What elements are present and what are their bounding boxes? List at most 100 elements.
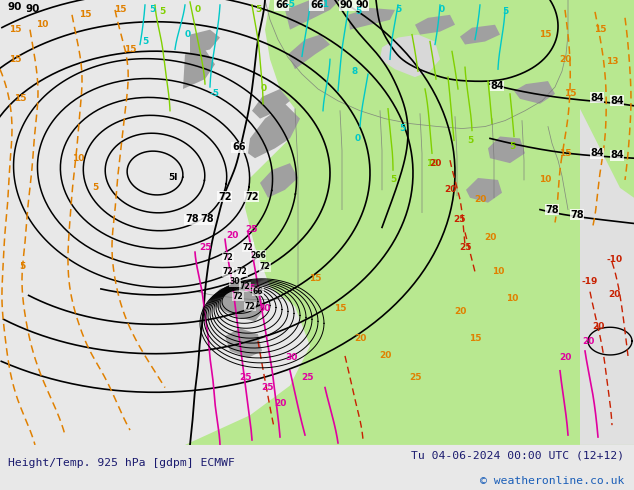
Text: 5: 5 — [467, 136, 473, 145]
Text: 72: 72 — [236, 268, 247, 276]
Text: 5: 5 — [390, 175, 396, 184]
Polygon shape — [185, 0, 634, 445]
Text: 25: 25 — [239, 373, 251, 382]
Text: 72: 72 — [245, 192, 259, 202]
Text: 15: 15 — [469, 334, 481, 343]
Text: 0: 0 — [195, 5, 201, 14]
Polygon shape — [460, 24, 500, 45]
Text: 20: 20 — [474, 195, 486, 204]
Text: 72: 72 — [245, 302, 256, 311]
Polygon shape — [210, 285, 265, 321]
Text: 66: 66 — [275, 0, 288, 10]
Text: 25: 25 — [459, 243, 471, 252]
Text: 5: 5 — [142, 37, 148, 46]
Polygon shape — [488, 136, 525, 163]
Text: 10: 10 — [36, 20, 48, 29]
Text: 90: 90 — [25, 4, 39, 14]
Text: 30: 30 — [286, 353, 298, 363]
Polygon shape — [252, 89, 290, 119]
Text: 25: 25 — [198, 243, 211, 252]
Text: 10: 10 — [492, 268, 504, 276]
Text: 0: 0 — [261, 84, 267, 94]
Text: 10: 10 — [506, 294, 518, 303]
Text: 15: 15 — [113, 5, 126, 14]
Text: 15: 15 — [564, 90, 576, 98]
Text: 20: 20 — [354, 334, 366, 343]
Text: 5: 5 — [159, 7, 165, 16]
Text: 15: 15 — [9, 55, 22, 64]
Text: 78: 78 — [185, 215, 198, 224]
Text: 20: 20 — [429, 159, 441, 168]
Text: 5: 5 — [355, 7, 361, 16]
Text: 5: 5 — [399, 124, 405, 133]
Text: 5: 5 — [19, 263, 25, 271]
Text: 72: 72 — [260, 263, 270, 271]
Text: 25: 25 — [262, 383, 275, 392]
Text: 20: 20 — [592, 322, 604, 331]
Polygon shape — [466, 178, 502, 203]
Text: 66: 66 — [232, 142, 245, 152]
Text: 0: 0 — [355, 134, 361, 143]
Text: 72: 72 — [223, 252, 233, 262]
Polygon shape — [415, 15, 455, 35]
Text: 30: 30 — [230, 277, 240, 286]
Text: 15: 15 — [309, 274, 321, 283]
Polygon shape — [285, 0, 340, 30]
Text: 20: 20 — [559, 55, 571, 64]
Text: 15: 15 — [539, 30, 551, 39]
Text: 20: 20 — [484, 233, 496, 242]
Text: -10: -10 — [607, 254, 623, 264]
Text: 20: 20 — [378, 351, 391, 361]
Text: 15: 15 — [79, 10, 91, 19]
Text: 90: 90 — [340, 0, 354, 10]
Text: 0: 0 — [439, 5, 445, 14]
Text: 20: 20 — [226, 231, 238, 240]
Text: 10: 10 — [426, 159, 438, 168]
Text: 72: 72 — [218, 192, 231, 202]
Text: © weatheronline.co.uk: © weatheronline.co.uk — [480, 476, 624, 487]
Text: 25: 25 — [243, 284, 256, 293]
Text: Tu 04-06-2024 00:00 UTC (12+12): Tu 04-06-2024 00:00 UTC (12+12) — [411, 450, 624, 460]
Text: -5: -5 — [285, 0, 295, 9]
Polygon shape — [260, 163, 298, 198]
Text: 266: 266 — [250, 250, 266, 260]
Text: 8: 8 — [352, 67, 358, 75]
Text: -5: -5 — [210, 90, 220, 98]
Text: 72: 72 — [243, 243, 254, 252]
Text: 15: 15 — [124, 45, 136, 54]
Text: 84: 84 — [590, 93, 604, 103]
Text: 10: 10 — [539, 175, 551, 184]
Text: 84: 84 — [590, 148, 604, 158]
Text: 25: 25 — [409, 373, 421, 382]
Text: 78: 78 — [545, 204, 559, 215]
Text: 10: 10 — [72, 154, 84, 163]
Polygon shape — [225, 328, 262, 358]
Text: 15: 15 — [594, 25, 606, 34]
Polygon shape — [380, 35, 440, 77]
Text: 0: 0 — [185, 30, 191, 39]
Text: 5l: 5l — [168, 173, 178, 182]
Text: 20: 20 — [454, 307, 466, 316]
Text: 72: 72 — [223, 268, 233, 276]
Text: 72: 72 — [240, 282, 250, 291]
Text: 20: 20 — [582, 337, 594, 345]
Text: 84: 84 — [610, 150, 624, 160]
Text: 66: 66 — [253, 287, 263, 296]
Text: 84: 84 — [610, 96, 624, 106]
Text: -19: -19 — [582, 277, 598, 286]
Text: 5: 5 — [92, 183, 98, 193]
Text: 30: 30 — [259, 304, 271, 313]
Text: 15: 15 — [14, 95, 26, 103]
Text: 78: 78 — [570, 210, 584, 220]
Text: 66: 66 — [310, 0, 323, 10]
Polygon shape — [580, 109, 634, 445]
Text: 25: 25 — [454, 215, 466, 224]
Text: 20: 20 — [608, 290, 620, 299]
Text: Height/Temp. 925 hPa [gdpm] ECMWF: Height/Temp. 925 hPa [gdpm] ECMWF — [8, 458, 235, 467]
Text: 90: 90 — [8, 2, 22, 12]
Text: 15: 15 — [333, 304, 346, 313]
Text: 25: 25 — [246, 225, 258, 234]
Text: 5: 5 — [502, 7, 508, 16]
Text: 90: 90 — [355, 0, 368, 10]
Text: -1: -1 — [320, 0, 330, 9]
